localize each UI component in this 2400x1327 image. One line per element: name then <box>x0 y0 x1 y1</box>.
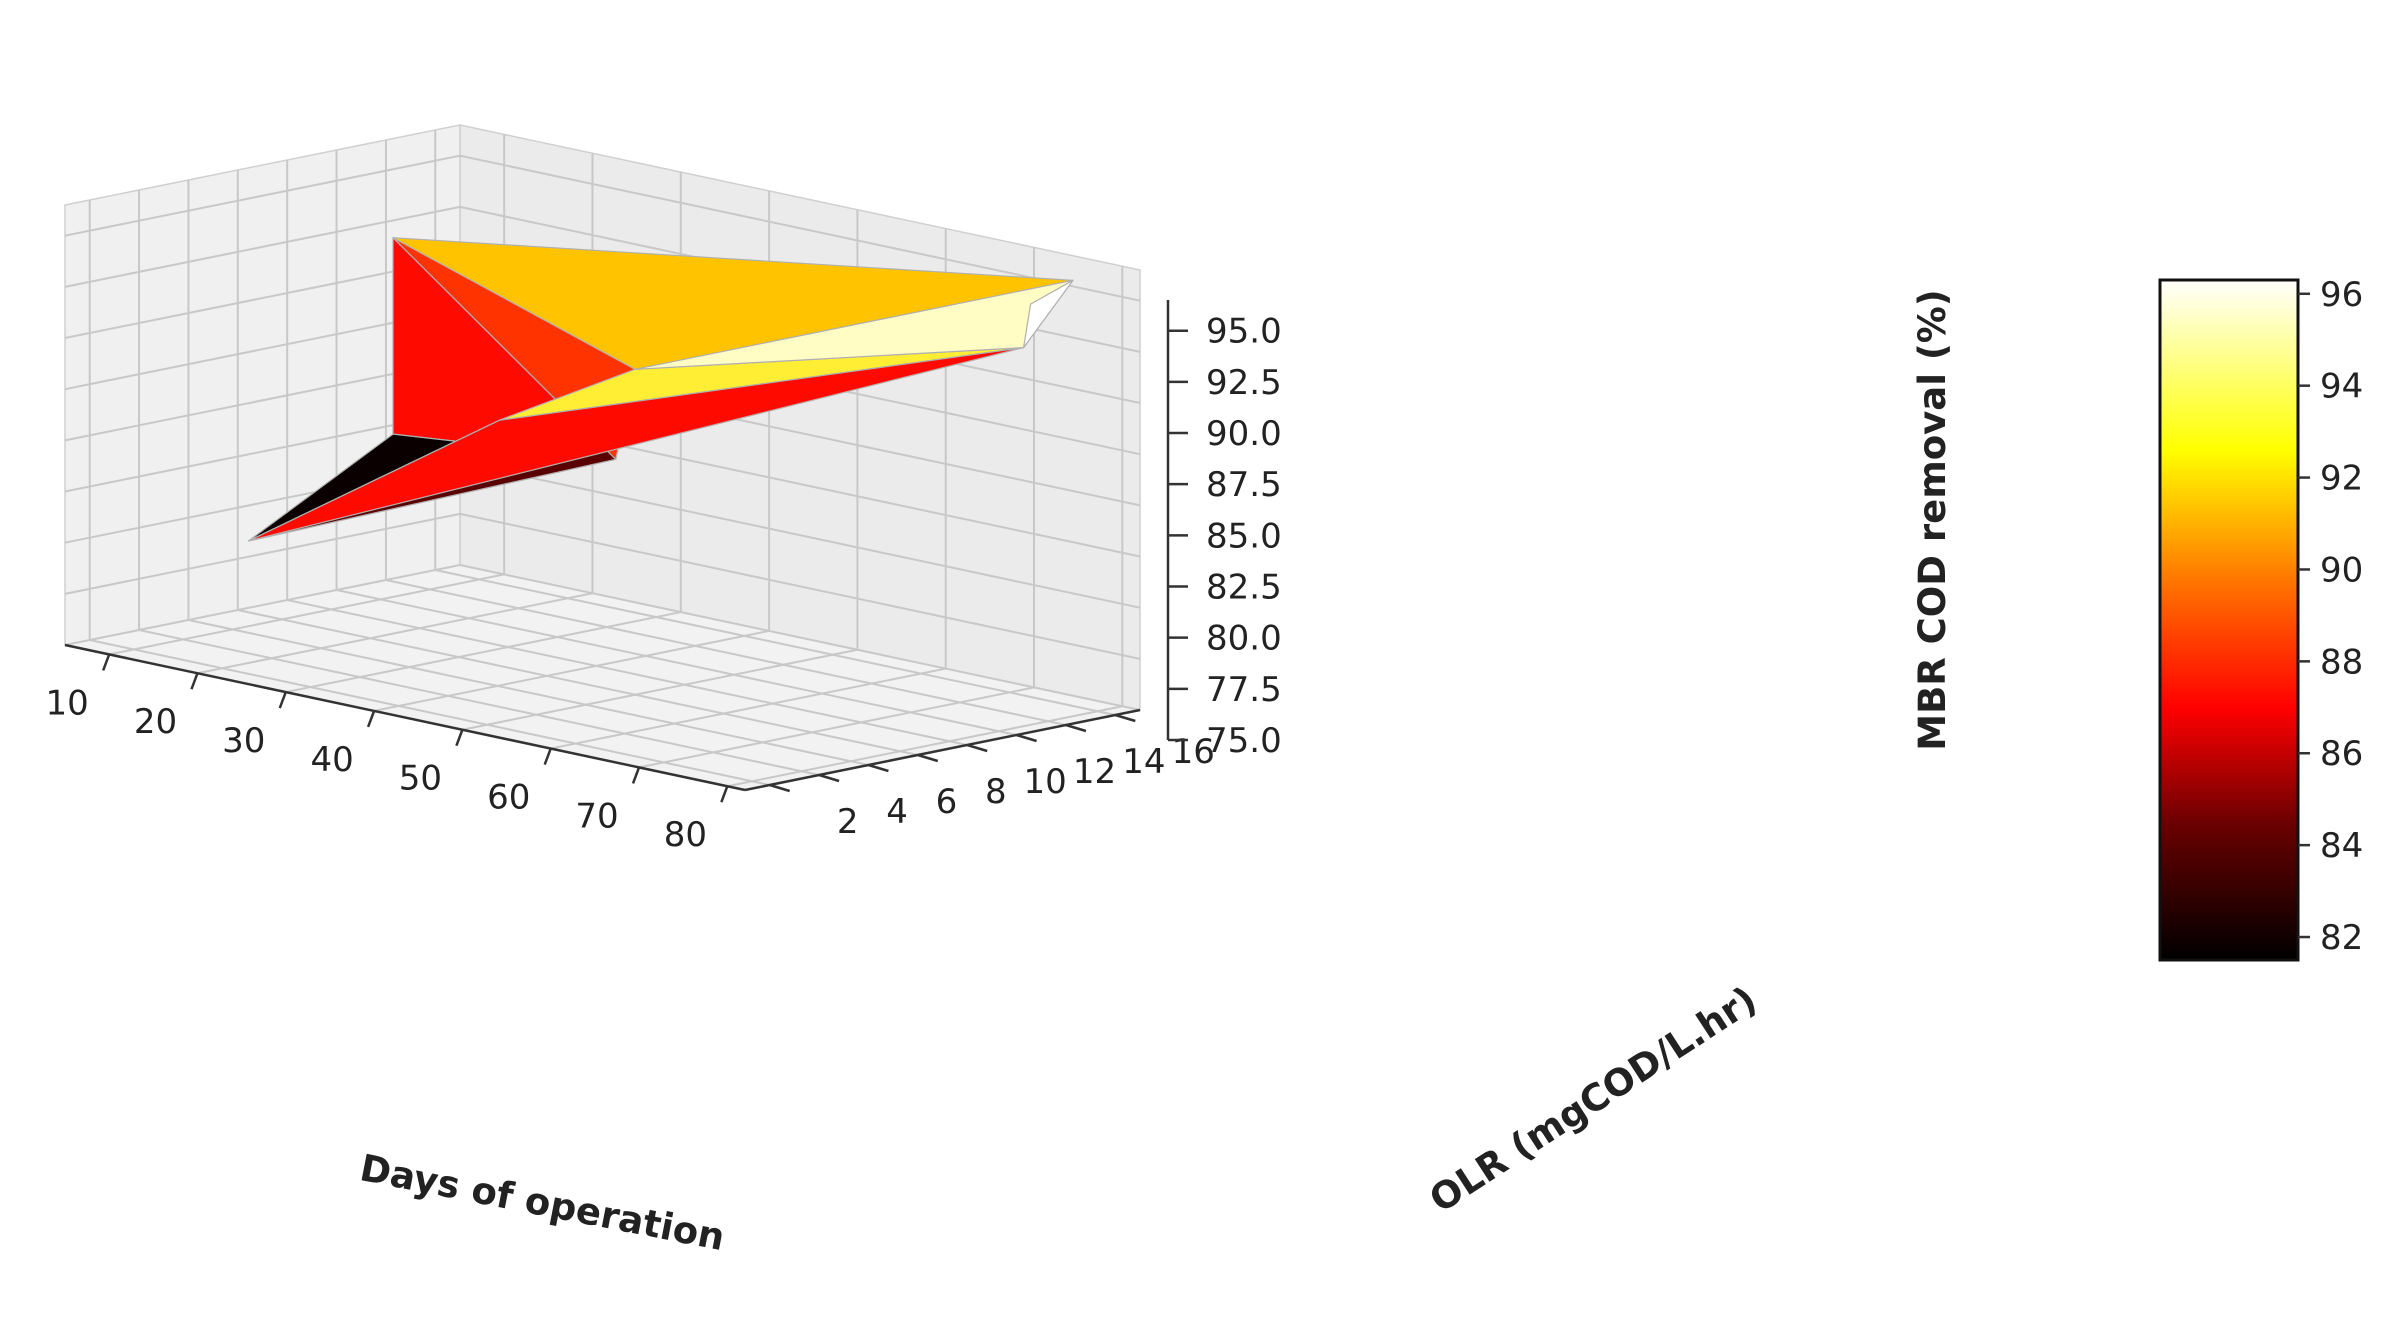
z-tick-label: 92.5 <box>1206 363 1282 403</box>
x-tick-label: 40 <box>310 740 353 780</box>
x-tick-label: 60 <box>487 778 530 818</box>
y-tick-mark <box>1065 723 1087 733</box>
x-tick-mark <box>455 729 464 747</box>
colorbar-gradient <box>2160 280 2298 960</box>
y-tick-label: 12 <box>1073 752 1116 792</box>
z-tick-label: 95.0 <box>1206 312 1282 352</box>
y-tick-label: 16 <box>1172 732 1215 772</box>
y-tick-label: 4 <box>886 792 908 832</box>
x-axis-line <box>64 643 746 792</box>
grid-x-floor <box>727 705 1123 788</box>
grid-x-floor <box>638 686 1035 769</box>
x-tick-label: 30 <box>222 721 265 761</box>
y-tick-mark <box>769 783 791 793</box>
y-tick-label: 8 <box>985 772 1007 812</box>
y-tick-mark <box>966 743 988 753</box>
colorbar-tick-label: 92 <box>2320 459 2363 499</box>
x-tick-mark <box>631 766 641 784</box>
y-tick-mark <box>1114 713 1136 723</box>
z-tick-label: 90.0 <box>1206 414 1282 454</box>
y-tick-mark <box>818 773 840 783</box>
colorbar-tick-label: 84 <box>2320 826 2363 866</box>
z-axis-label: MBR COD removal (%) <box>1911 289 1954 750</box>
surface <box>248 237 1074 542</box>
grid-x-floor <box>197 592 593 675</box>
x-tick-label: 20 <box>134 702 177 742</box>
grid-z-left <box>64 512 461 595</box>
z-tick-label: 75.0 <box>1206 721 1282 761</box>
y-tick-mark <box>917 753 939 763</box>
colorbar-tick-label: 88 <box>2320 642 2363 682</box>
y-tick-mark <box>1016 733 1037 743</box>
x-tick-mark <box>366 710 376 728</box>
y-axis-label: OLR (mgCOD/L.hr) <box>1422 978 1764 1221</box>
z-tick-label: 87.5 <box>1206 465 1282 505</box>
x-tick-label: 80 <box>664 815 707 855</box>
z-tick-label: 85.0 <box>1206 516 1282 556</box>
grid-x-floor <box>108 573 505 656</box>
x-tick-mark <box>101 653 111 671</box>
colorbar-tick-label: 82 <box>2320 918 2363 958</box>
x-tick-label: 50 <box>399 759 442 799</box>
z-tick-label: 82.5 <box>1206 568 1282 608</box>
colorbar-tick-label: 94 <box>2320 367 2363 407</box>
x-tick-label: 70 <box>575 796 618 836</box>
grid-z-back <box>459 564 1141 711</box>
grid-z-left <box>64 205 461 288</box>
x-tick-mark <box>720 785 729 803</box>
colorbar-frame <box>2158 278 2300 962</box>
colorbar-tick-label: 96 <box>2320 275 2363 315</box>
grid-x-floor <box>550 667 946 750</box>
grid-z-back <box>459 461 1141 609</box>
axes: 10 20 30 40 50 60 70 80 2 4 6 8 10 12 14 1675.077.580.0… <box>46 300 1282 855</box>
grid-z-left <box>64 154 461 237</box>
grid-z-back <box>459 512 1141 660</box>
grid-x-floor <box>462 648 858 731</box>
grid-y-floor <box>336 589 1017 736</box>
colorbar-tick-label: 90 <box>2320 550 2363 590</box>
grid-y-floor <box>188 619 869 766</box>
x-tick-label: 10 <box>46 683 89 723</box>
x-tick-mark <box>190 672 199 690</box>
surface-facet <box>1022 279 1074 349</box>
y-tick-label: 2 <box>837 802 859 842</box>
grid-y-floor <box>89 639 770 786</box>
y-tick-mark <box>868 763 889 773</box>
grid-y-floor <box>286 599 968 746</box>
colorbar-tick-label: 86 <box>2320 734 2363 774</box>
grid-z-left <box>64 564 461 646</box>
grid-y-floor <box>435 569 1116 716</box>
y-axis-line <box>744 708 1141 792</box>
x-tick-mark <box>278 691 287 709</box>
x-axis-label: Days of operation <box>357 1146 729 1259</box>
x-tick-mark <box>543 748 552 766</box>
z-tick-label: 80.0 <box>1206 619 1282 659</box>
surface-facet <box>248 347 1025 542</box>
y-tick-label: 14 <box>1122 742 1165 782</box>
y-tick-label: 10 <box>1024 762 1067 802</box>
grid-y-floor <box>385 579 1067 726</box>
y-tick-label: 6 <box>936 782 958 822</box>
grid-y-floor <box>138 629 820 776</box>
grid-x-floor <box>285 611 681 694</box>
grid-z-back <box>459 154 1141 302</box>
grid-x-floor <box>373 629 770 712</box>
z-tick-label: 77.5 <box>1206 670 1282 710</box>
grid-y-floor <box>237 609 919 756</box>
colorbar: 82 84 86 88 90 92 94 96 <box>2158 275 2363 962</box>
